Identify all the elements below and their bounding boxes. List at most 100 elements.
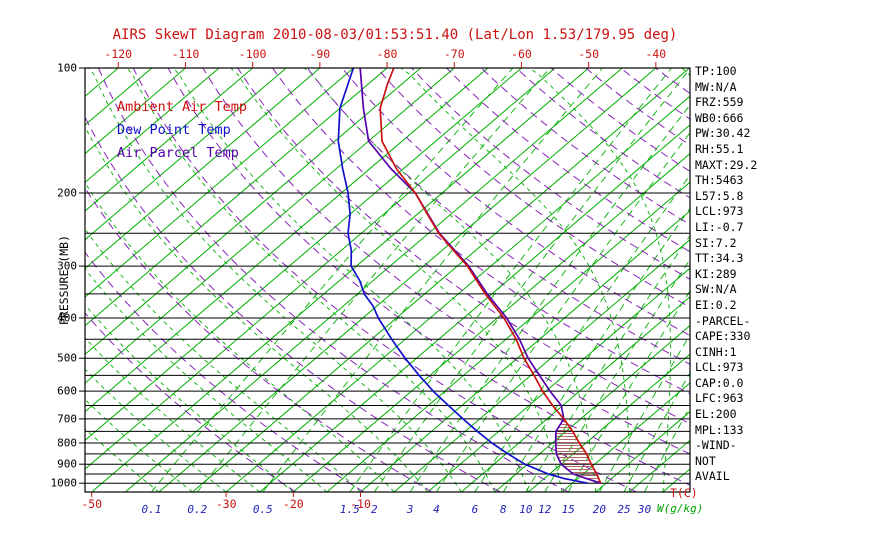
legend-item: Dew Point Temp bbox=[117, 122, 231, 138]
mixing-ratio-label: 6 bbox=[472, 503, 479, 516]
dry-adiabat-line bbox=[98, 68, 569, 492]
bottom-temp-label: -10 bbox=[350, 497, 371, 511]
pressure-tick-label: 900 bbox=[57, 458, 77, 471]
mixing-ratio-line bbox=[436, 131, 690, 492]
isotherm-line bbox=[0, 68, 51, 492]
mixing-ratio-label: 10 bbox=[519, 503, 533, 516]
mixing-ratio-label: 2 bbox=[371, 503, 378, 516]
mixing-ratio-label: 4 bbox=[433, 503, 440, 516]
legend-item: Air Parcel Temp bbox=[117, 145, 239, 161]
stat-line: EI:0.2 bbox=[695, 297, 737, 312]
ambient-temp-curve bbox=[379, 68, 602, 484]
dry-adiabat-line bbox=[85, 115, 501, 492]
stat-line: NOT bbox=[695, 453, 716, 468]
isotherm-line bbox=[427, 267, 690, 492]
top-temp-label: -110 bbox=[172, 47, 200, 61]
dry-adiabat-line bbox=[167, 68, 690, 486]
moist-adiabat-line bbox=[88, 68, 462, 492]
stat-line: MAXT:29.2 bbox=[695, 157, 758, 172]
isotherm-line bbox=[124, 68, 623, 492]
dry-adiabat-line bbox=[85, 186, 433, 492]
isotherm-line bbox=[192, 68, 690, 492]
isotherm-line bbox=[460, 296, 690, 492]
mixing-ratio-line bbox=[373, 68, 690, 492]
mixing-ratio-label: 0.1 bbox=[142, 503, 162, 516]
dry-adiabat-line bbox=[202, 68, 690, 455]
pressure-tick-label: 1000 bbox=[51, 477, 78, 490]
mixing-ratio-label: 1.5 bbox=[340, 503, 360, 516]
isotherm-line bbox=[494, 324, 690, 492]
moist-adiabat-line bbox=[85, 228, 361, 492]
mixing-ratio-label: 25 bbox=[617, 503, 630, 516]
top-temp-label: -50 bbox=[578, 47, 599, 61]
bottom-temp-label: -50 bbox=[81, 497, 102, 511]
stat-line: MPL:133 bbox=[695, 422, 744, 437]
isotherm-line bbox=[85, 68, 522, 442]
top-temp-label: -80 bbox=[377, 47, 398, 61]
stat-line: TT:34.3 bbox=[695, 251, 744, 266]
moist-adiabat-line bbox=[85, 304, 294, 492]
dry-adiabat-line bbox=[306, 68, 690, 365]
stat-line: KI:289 bbox=[695, 266, 737, 281]
dry-adiabat-line bbox=[85, 312, 296, 492]
air-parcel-curve bbox=[359, 68, 601, 485]
moist-adiabat-line bbox=[85, 268, 328, 492]
isotherm-line bbox=[292, 152, 690, 492]
dry-adiabat-line bbox=[515, 68, 690, 199]
dry-adiabat-line bbox=[481, 68, 690, 226]
mixing-ratio-label: 20 bbox=[593, 503, 607, 516]
moist-adiabat-line bbox=[85, 368, 227, 492]
pressure-tick-label: 300 bbox=[57, 260, 77, 273]
stat-line: -PARCEL- bbox=[695, 313, 751, 328]
stat-line: TP:100 bbox=[695, 64, 737, 78]
stat-line: LFC:963 bbox=[695, 391, 744, 406]
stats-panel: TP:100 MW:N/A FRZ:559 WB0:666 PW:30.42 RH:55.… bbox=[695, 64, 757, 485]
dry-adiabat-line bbox=[376, 68, 690, 308]
mixing-ratio-label: 0.5 bbox=[253, 503, 273, 516]
moist-adiabat-line bbox=[85, 398, 193, 492]
stat-line: FRZ:559 bbox=[695, 95, 744, 110]
stat-line: -WIND- bbox=[695, 438, 737, 453]
stat-line: WB0:666 bbox=[695, 110, 744, 125]
bottom-temp-label: -30 bbox=[216, 497, 237, 511]
pressure-axis-label: PRESSURE (MB) bbox=[57, 235, 71, 326]
isotherm-line bbox=[595, 410, 690, 492]
mixing-ratio-line bbox=[196, 68, 551, 492]
stat-line: PW:30.42 bbox=[695, 126, 751, 141]
mixing-ratio-label: 30 bbox=[637, 503, 652, 516]
moist-adiabat-line bbox=[528, 68, 672, 492]
dry-adiabat-line bbox=[411, 68, 690, 280]
stat-line: L57:5.8 bbox=[695, 188, 744, 203]
top-temp-label: -120 bbox=[104, 47, 132, 61]
stat-line: MW:N/A bbox=[695, 79, 737, 94]
legend-item: Ambient Air Temp bbox=[117, 99, 248, 115]
dry-adiabat-line bbox=[585, 68, 690, 146]
mixing-ratio-label: 3 bbox=[406, 503, 414, 516]
mixing-ratio-label: 8 bbox=[500, 503, 507, 516]
pressure-tick-label: 100 bbox=[57, 62, 77, 75]
mixing-ratio-line bbox=[502, 207, 690, 492]
isotherm-line bbox=[662, 468, 690, 492]
isotherm-line bbox=[561, 382, 690, 492]
mixing-ratio-line bbox=[262, 68, 603, 492]
isotherm-line bbox=[393, 238, 690, 492]
dry-adiabat-line bbox=[272, 68, 690, 395]
dry-adiabat-line bbox=[341, 68, 690, 337]
moist-adiabat-line bbox=[85, 125, 429, 492]
top-temp-label: -90 bbox=[309, 47, 330, 61]
stat-line: RH:55.1 bbox=[695, 141, 744, 156]
isotherm-line bbox=[85, 68, 388, 327]
top-temp-label: -60 bbox=[511, 47, 532, 61]
mixing-ratio-line bbox=[151, 68, 514, 492]
mixing-ratio-line bbox=[474, 174, 690, 492]
pressure-tick-label: 800 bbox=[57, 436, 77, 449]
mixing-ratio-label: 0.2 bbox=[187, 503, 207, 516]
isotherm-line bbox=[85, 68, 321, 270]
mixing-ratio-label: 12 bbox=[538, 503, 552, 516]
isotherm-line bbox=[85, 68, 287, 241]
dry-adiabat-line bbox=[550, 68, 690, 172]
stat-line: CAPE:330 bbox=[695, 329, 751, 344]
dry-adiabat-line bbox=[655, 68, 690, 95]
